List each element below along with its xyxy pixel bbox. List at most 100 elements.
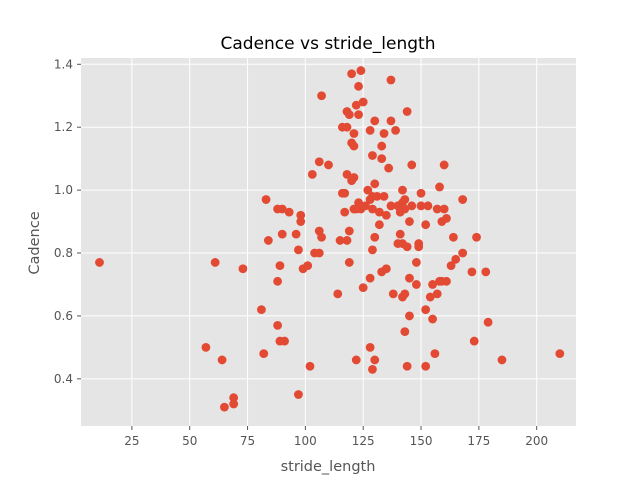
data-point	[210, 258, 220, 267]
data-point	[402, 107, 412, 116]
data-point	[277, 204, 287, 214]
data-point	[414, 242, 424, 252]
data-point	[342, 122, 352, 132]
data-point	[220, 402, 229, 412]
y-tick-label: 1.2	[54, 120, 73, 134]
data-point	[425, 292, 435, 302]
x-tick-label: 50	[182, 434, 197, 448]
data-point	[351, 355, 361, 365]
y-axis-ticks: 0.4 0.6 0.8 1.0 1.2 1.4	[54, 57, 81, 386]
x-axis-title: stride_length	[281, 459, 376, 475]
x-tick-label: 25	[124, 434, 139, 448]
data-point	[379, 191, 389, 201]
data-point	[481, 267, 491, 277]
data-point	[368, 151, 377, 160]
data-point	[296, 217, 306, 226]
data-point	[372, 191, 382, 201]
data-point	[349, 173, 359, 182]
data-point	[257, 305, 266, 315]
data-point	[370, 116, 380, 126]
data-point	[314, 248, 324, 258]
data-point	[381, 210, 391, 220]
data-point	[442, 214, 451, 223]
data-point	[416, 201, 426, 211]
data-point	[349, 129, 359, 138]
data-point	[439, 160, 449, 170]
data-point	[344, 110, 354, 120]
data-point	[423, 201, 433, 211]
data-point	[314, 157, 324, 167]
data-point	[374, 207, 384, 217]
data-point	[317, 91, 326, 101]
data-point	[365, 342, 375, 352]
data-points	[95, 66, 565, 412]
data-point	[428, 280, 437, 289]
data-point	[388, 289, 398, 299]
data-point	[405, 273, 414, 283]
data-point	[303, 261, 313, 270]
data-point	[439, 204, 449, 214]
data-point	[307, 169, 317, 179]
data-point	[458, 195, 468, 204]
data-point	[370, 355, 380, 365]
data-point	[368, 245, 377, 255]
data-point	[201, 342, 211, 352]
data-point	[342, 236, 352, 245]
data-point	[95, 258, 104, 267]
data-point	[229, 399, 239, 409]
data-point	[284, 207, 294, 217]
data-point	[428, 314, 437, 324]
data-point	[467, 267, 477, 277]
data-point	[324, 160, 333, 170]
data-point	[377, 154, 387, 164]
data-point	[340, 207, 350, 217]
data-point	[432, 289, 442, 299]
data-point	[386, 75, 396, 85]
data-point	[451, 254, 461, 264]
data-point	[259, 349, 269, 359]
data-point	[370, 232, 380, 242]
data-point	[483, 317, 493, 327]
x-tick-label: 150	[410, 434, 433, 448]
data-point	[421, 361, 431, 371]
data-point	[363, 185, 373, 195]
data-point	[342, 169, 352, 179]
data-point	[358, 97, 368, 107]
data-point	[370, 179, 380, 189]
data-point	[472, 232, 481, 242]
data-point	[347, 69, 357, 79]
data-point	[432, 204, 442, 214]
data-point	[356, 66, 366, 75]
data-point	[280, 336, 289, 346]
data-point	[351, 100, 361, 110]
data-point	[430, 349, 440, 359]
data-point	[469, 336, 479, 346]
data-point	[446, 261, 456, 270]
data-point	[497, 355, 507, 365]
data-point	[449, 232, 458, 242]
y-tick-label: 0.6	[54, 309, 73, 323]
data-point	[442, 276, 451, 286]
data-point	[340, 188, 350, 198]
chart-title: Cadence vs stride_length	[220, 34, 435, 54]
data-point	[400, 327, 410, 337]
x-tick-label: 175	[467, 434, 490, 448]
data-point	[349, 141, 359, 151]
x-tick-label: 125	[352, 434, 375, 448]
data-point	[294, 390, 303, 399]
y-tick-label: 1.0	[54, 183, 73, 197]
data-point	[407, 201, 417, 211]
data-point	[386, 116, 396, 126]
data-point	[263, 236, 273, 245]
data-point	[335, 236, 345, 245]
data-point	[421, 220, 431, 230]
data-point	[407, 160, 417, 170]
data-point	[361, 201, 370, 211]
data-point	[402, 242, 412, 252]
data-point	[365, 273, 375, 283]
data-point	[416, 188, 426, 198]
data-point	[354, 81, 363, 91]
plot-area	[81, 58, 576, 426]
